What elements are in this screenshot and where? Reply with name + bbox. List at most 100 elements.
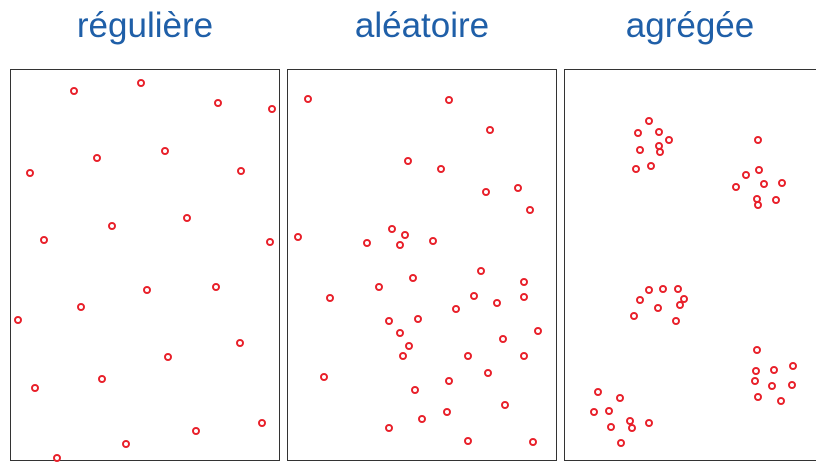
- point-marker: [521, 294, 527, 300]
- point-marker: [478, 268, 484, 274]
- point-marker: [631, 313, 637, 319]
- point-marker: [646, 287, 652, 293]
- point-marker: [138, 80, 144, 86]
- point-marker: [789, 382, 795, 388]
- point-marker: [743, 172, 749, 178]
- point-marker: [521, 353, 527, 359]
- point-marker: [752, 378, 758, 384]
- point-marker: [648, 163, 654, 169]
- point-marker: [771, 367, 777, 373]
- point-marker: [657, 149, 663, 155]
- title-clustered: agrégée: [564, 4, 816, 48]
- point-marker: [162, 148, 168, 154]
- point-marker: [646, 118, 652, 124]
- point-marker: [521, 279, 527, 285]
- point-marker: [415, 316, 421, 322]
- point-marker: [500, 336, 506, 342]
- point-marker: [773, 197, 779, 203]
- point-marker: [453, 306, 459, 312]
- point-marker: [99, 376, 105, 382]
- point-marker: [389, 226, 395, 232]
- point-marker: [629, 425, 635, 431]
- title-random: aléatoire: [287, 4, 557, 48]
- point-marker: [530, 439, 536, 445]
- point-marker: [184, 215, 190, 221]
- point-marker: [646, 420, 652, 426]
- point-marker: [637, 297, 643, 303]
- point-marker: [213, 284, 219, 290]
- point-marker: [193, 428, 199, 434]
- point-marker: [756, 167, 762, 173]
- point-marker: [778, 398, 784, 404]
- point-marker: [635, 130, 641, 136]
- point-marker: [406, 343, 412, 349]
- point-marker: [471, 293, 477, 299]
- title-regular: régulière: [10, 4, 280, 48]
- point-marker: [618, 440, 624, 446]
- point-marker: [295, 234, 301, 240]
- point-marker: [237, 340, 243, 346]
- panel-random: [287, 69, 557, 461]
- point-marker: [515, 185, 521, 191]
- point-marker: [32, 385, 38, 391]
- point-marker: [397, 242, 403, 248]
- point-marker: [54, 455, 60, 461]
- point-marker: [733, 184, 739, 190]
- point-marker: [386, 425, 392, 431]
- point-marker: [779, 180, 785, 186]
- point-marker: [364, 240, 370, 246]
- point-marker: [259, 420, 265, 426]
- point-marker: [27, 170, 33, 176]
- point-marker: [754, 347, 760, 353]
- point-marker: [15, 317, 21, 323]
- point-marker: [438, 166, 444, 172]
- point-marker: [412, 387, 418, 393]
- point-marker: [123, 441, 129, 447]
- point-marker: [681, 296, 687, 302]
- point-marker: [446, 97, 452, 103]
- point-marker: [673, 318, 679, 324]
- point-marker: [591, 409, 597, 415]
- point-marker: [269, 106, 275, 112]
- point-marker: [327, 295, 333, 301]
- point-marker: [617, 395, 623, 401]
- point-marker: [397, 330, 403, 336]
- point-marker: [267, 239, 273, 245]
- point-marker: [494, 300, 500, 306]
- point-marker: [446, 378, 452, 384]
- point-marker: [165, 354, 171, 360]
- panel-clustered-plot: [564, 69, 816, 464]
- point-marker: [656, 129, 662, 135]
- point-marker: [144, 287, 150, 293]
- point-marker: [606, 408, 612, 414]
- point-marker: [405, 158, 411, 164]
- point-marker: [465, 353, 471, 359]
- point-marker: [761, 181, 767, 187]
- point-marker: [502, 402, 508, 408]
- point-marker: [527, 207, 533, 213]
- point-marker: [410, 275, 416, 281]
- point-marker: [321, 374, 327, 380]
- point-marker: [660, 286, 666, 292]
- point-marker: [238, 168, 244, 174]
- point-marker: [376, 284, 382, 290]
- point-marker: [109, 223, 115, 229]
- point-marker: [755, 137, 761, 143]
- point-marker: [769, 383, 775, 389]
- point-marker: [666, 137, 672, 143]
- point-marker: [71, 88, 77, 94]
- panel-random-plot: [287, 69, 560, 464]
- point-marker: [465, 438, 471, 444]
- point-marker: [386, 318, 392, 324]
- point-marker: [754, 196, 760, 202]
- point-marker: [430, 238, 436, 244]
- point-marker: [487, 127, 493, 133]
- panel-clustered: [564, 69, 816, 461]
- point-marker: [637, 147, 643, 153]
- point-marker: [419, 416, 425, 422]
- point-marker: [402, 232, 408, 238]
- point-marker: [483, 189, 489, 195]
- point-marker: [655, 305, 661, 311]
- point-marker: [215, 100, 221, 106]
- point-marker: [675, 286, 681, 292]
